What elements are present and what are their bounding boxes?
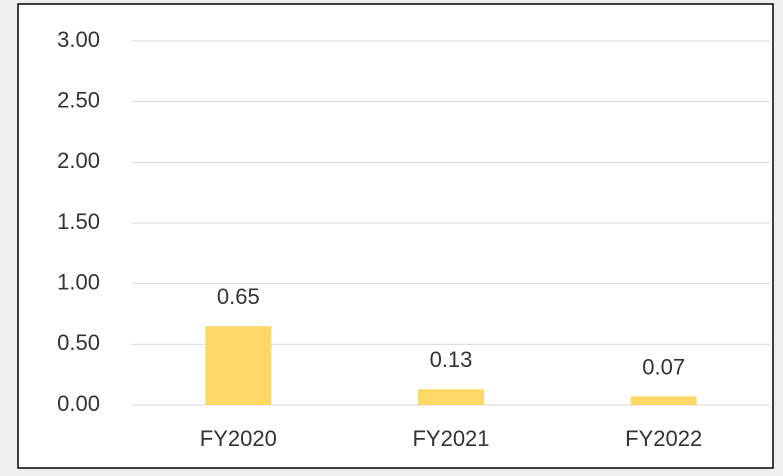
y-tick-label: 0.50 — [57, 330, 100, 355]
chart-frame — [17, 3, 774, 469]
y-tick-label: 1.00 — [57, 269, 100, 294]
x-tick-label: FY2021 — [412, 426, 489, 451]
y-tick-label: 3.00 — [57, 27, 100, 52]
data-label: 0.65 — [217, 284, 260, 309]
bar — [418, 389, 484, 405]
y-tick-label: 2.00 — [57, 148, 100, 173]
data-label: 0.13 — [430, 347, 473, 372]
x-tick-label: FY2020 — [200, 426, 277, 451]
x-tick-label: FY2022 — [625, 426, 702, 451]
bar — [630, 396, 697, 405]
y-tick-label: 1.50 — [57, 209, 100, 234]
data-label: 0.07 — [642, 354, 685, 379]
y-tick-label: 2.50 — [57, 87, 100, 112]
bar — [205, 326, 272, 405]
y-tick-label: 0.00 — [57, 391, 100, 416]
